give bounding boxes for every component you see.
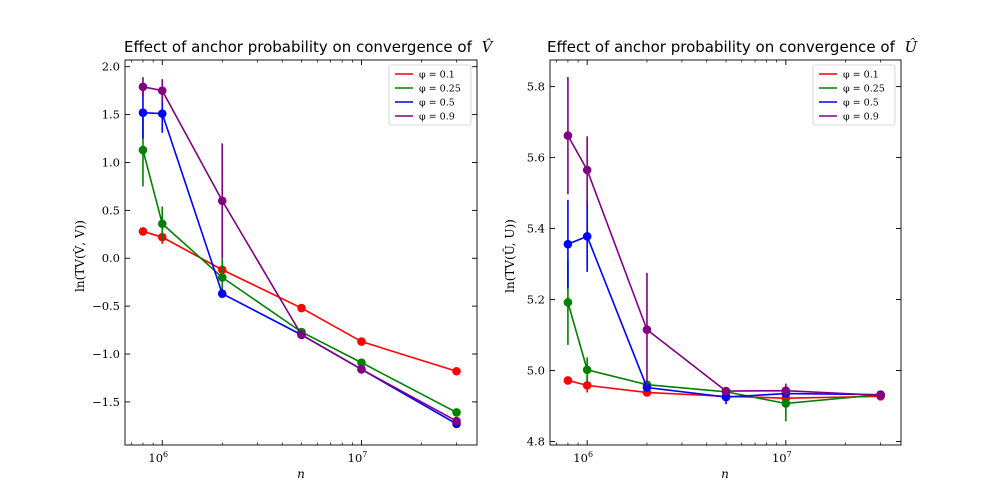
legend: φ = 0.1 φ = 0.25 φ = 0.5 φ = 0.9 (388, 64, 472, 126)
legend-label: φ = 0.5 (843, 98, 879, 109)
data-point (357, 358, 366, 367)
data-point (642, 325, 652, 334)
data-point (582, 365, 592, 375)
data-point (138, 82, 148, 92)
legend-label: φ = 0.1 (419, 70, 455, 81)
series-line (567, 135, 881, 397)
data-point (563, 239, 573, 249)
plot-frame (549, 59, 902, 446)
x-tick-label: 107 (772, 450, 792, 465)
legend-box (388, 64, 472, 126)
data-point (357, 365, 366, 374)
series-line (567, 235, 881, 398)
data-point (157, 86, 167, 95)
data-point (157, 109, 167, 118)
legend-label: φ = 0.9 (419, 112, 455, 123)
y-tick-label: 5.8 (527, 80, 545, 94)
legend-label: φ = 0.25 (843, 84, 885, 95)
legend-label: φ = 0.25 (419, 84, 461, 95)
data-point (563, 376, 573, 385)
data-point (563, 131, 573, 140)
y-axis-label: ln(TV(Û, U)) (501, 219, 517, 293)
data-point (138, 227, 148, 236)
plot-frame (124, 59, 478, 446)
data-point (642, 383, 652, 392)
series-line (142, 86, 457, 422)
y-tick-label: 0.0 (102, 251, 120, 265)
data-point (138, 108, 148, 117)
chart-title: Effect of anchor probability on converge… (547, 38, 919, 56)
data-point (563, 298, 573, 307)
series-2 (563, 199, 885, 405)
x-axis-label: n (721, 467, 729, 481)
y-tick-label: 4.8 (527, 434, 545, 448)
y-axis-label: ln(TV(V̂, V)) (72, 220, 87, 292)
legend-label: φ = 0.1 (843, 70, 879, 81)
data-point (721, 386, 731, 396)
y-tick-label: 5.0 (527, 363, 545, 377)
y-tick-label: 1.0 (102, 155, 120, 169)
series-line (142, 149, 457, 414)
series-2 (138, 86, 461, 429)
legend-label: φ = 0.5 (419, 98, 455, 109)
x-tick-label: 106 (573, 450, 593, 465)
data-point (876, 391, 885, 400)
data-point (138, 145, 148, 155)
y-tick-label: 0.5 (102, 203, 120, 217)
data-point (781, 386, 791, 396)
data-point (781, 399, 791, 408)
chart-panel-u: Effect of anchor probability on converge… (501, 38, 919, 481)
y-tick-label: 5.6 (527, 151, 545, 165)
legend: φ = 0.1 φ = 0.25 φ = 0.5 φ = 0.9 (812, 64, 896, 126)
series-3 (563, 77, 885, 400)
series-line (142, 230, 457, 373)
data-point (217, 196, 227, 206)
y-tick-label: 1.5 (102, 108, 120, 122)
series-line (567, 302, 881, 405)
y-tick-label: 5.2 (527, 293, 545, 307)
series-3 (138, 77, 461, 426)
data-point (721, 392, 731, 402)
y-tick-label: −1.0 (92, 347, 120, 361)
y-tick-label: −1.5 (92, 395, 120, 409)
y-tick-label: −0.5 (92, 299, 120, 313)
data-point (357, 337, 366, 346)
data-point (452, 366, 461, 376)
series-line (142, 111, 457, 425)
chart-panel-v: Effect of anchor probability on converge… (72, 38, 495, 481)
y-tick-label: 2.0 (102, 60, 120, 74)
chart-title: Effect of anchor probability on converge… (124, 38, 495, 56)
data-point (452, 416, 461, 426)
x-tick-label: 107 (348, 450, 368, 465)
legend-box (812, 64, 896, 126)
x-axis-label: n (297, 467, 305, 481)
series-1 (138, 113, 461, 417)
data-point (582, 165, 592, 175)
data-point (297, 303, 306, 313)
data-point (217, 273, 227, 282)
data-point (582, 381, 592, 390)
y-tick-label: 5.4 (527, 222, 545, 236)
series-0 (138, 227, 461, 376)
data-point (452, 408, 461, 417)
data-point (582, 232, 592, 241)
data-point (297, 330, 306, 340)
data-point (217, 289, 227, 298)
data-point (157, 219, 167, 229)
x-tick-label: 106 (148, 450, 168, 465)
legend-label: φ = 0.9 (843, 112, 879, 123)
